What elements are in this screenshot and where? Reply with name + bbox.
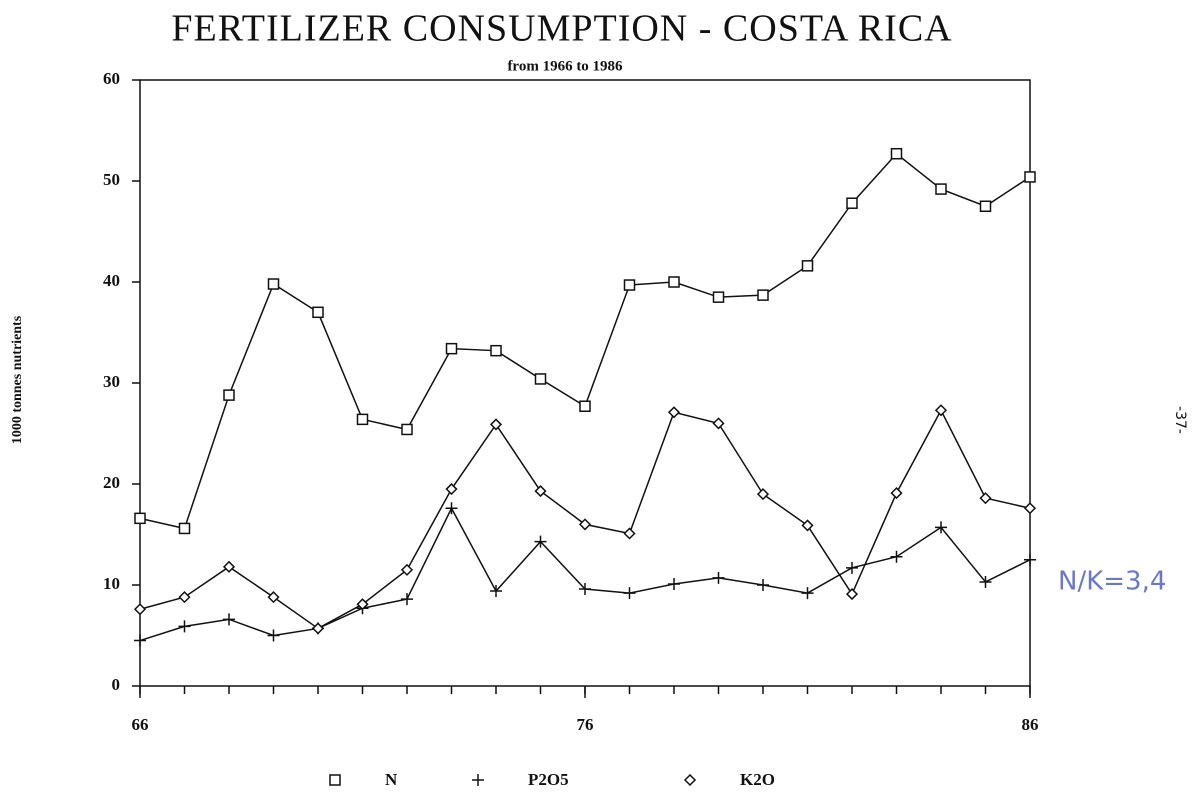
data-point xyxy=(757,579,769,591)
data-point xyxy=(445,502,458,515)
data-point xyxy=(801,260,814,272)
data-point xyxy=(445,482,458,496)
x-tick-label: 86 xyxy=(1022,715,1039,734)
data-point xyxy=(267,591,280,604)
data-point xyxy=(534,373,547,385)
data-point xyxy=(668,577,680,590)
data-point xyxy=(578,518,592,531)
data-point xyxy=(712,291,725,303)
data-point xyxy=(935,183,947,195)
y-tick-label: 10 xyxy=(103,574,120,593)
data-point xyxy=(1023,502,1037,515)
data-point xyxy=(801,519,814,532)
legend-label: K2O xyxy=(740,770,775,789)
data-point xyxy=(401,593,413,606)
data-point xyxy=(623,527,636,540)
y-tick-label: 40 xyxy=(103,271,120,290)
legend-label: P2O5 xyxy=(528,770,569,789)
y-tick-label: 30 xyxy=(103,372,120,391)
y-tick-label: 20 xyxy=(103,473,120,492)
data-point xyxy=(846,197,858,209)
data-point xyxy=(935,521,947,534)
data-point xyxy=(756,488,770,501)
data-point xyxy=(846,561,858,574)
data-point xyxy=(579,583,591,596)
data-point xyxy=(667,406,681,419)
data-point xyxy=(356,598,369,611)
data-point xyxy=(311,622,325,635)
data-point xyxy=(890,550,903,563)
data-point xyxy=(133,603,147,616)
x-tick-label: 66 xyxy=(132,715,149,734)
data-point xyxy=(312,306,324,319)
data-point xyxy=(178,620,191,633)
data-point xyxy=(890,147,903,160)
data-point xyxy=(223,613,235,626)
data-point xyxy=(845,588,859,601)
data-point xyxy=(979,492,992,505)
legend-label: N xyxy=(385,770,398,789)
data-point xyxy=(178,591,191,604)
y-axis-label: 1000 tonnes nutrients xyxy=(10,315,25,444)
legend-marker xyxy=(683,773,697,787)
data-point xyxy=(400,563,414,576)
legend-marker xyxy=(472,774,484,786)
data-point xyxy=(490,585,502,598)
data-point xyxy=(623,279,636,291)
data-point xyxy=(401,423,413,436)
y-tick-label: 50 xyxy=(103,170,120,189)
page-number: -37- xyxy=(1172,406,1188,434)
data-point xyxy=(134,634,146,647)
chart-subtitle: from 1966 to 1986 xyxy=(507,58,623,74)
handwritten-note: N/K=3,4 xyxy=(1058,567,1166,597)
data-point xyxy=(668,276,680,288)
data-point xyxy=(178,522,191,535)
chart-title: FERTILIZER CONSUMPTION - COSTA RICA xyxy=(171,8,952,50)
data-point xyxy=(1024,553,1036,566)
data-point xyxy=(222,560,236,573)
y-tick-label: 0 xyxy=(112,675,121,694)
y-tick-label: 60 xyxy=(103,69,120,88)
data-point xyxy=(623,587,636,600)
data-point xyxy=(223,389,235,401)
data-point xyxy=(445,342,458,355)
series-line xyxy=(139,152,1031,530)
data-point xyxy=(489,418,503,431)
data-point xyxy=(1024,171,1036,183)
data-point xyxy=(979,200,992,212)
data-point xyxy=(712,571,725,584)
data-point xyxy=(979,575,992,588)
data-point xyxy=(534,485,547,498)
data-point xyxy=(801,587,814,600)
data-point xyxy=(267,629,280,642)
data-point xyxy=(356,413,369,426)
data-point xyxy=(267,278,280,290)
data-point xyxy=(712,417,725,430)
data-point xyxy=(890,487,903,500)
data-point xyxy=(579,400,591,412)
legend-marker xyxy=(329,774,341,786)
x-tick-label: 76 xyxy=(577,715,594,734)
data-point xyxy=(757,289,769,301)
data-point xyxy=(490,344,502,357)
data-point xyxy=(134,512,146,525)
data-point xyxy=(934,404,948,417)
data-point xyxy=(534,535,547,548)
